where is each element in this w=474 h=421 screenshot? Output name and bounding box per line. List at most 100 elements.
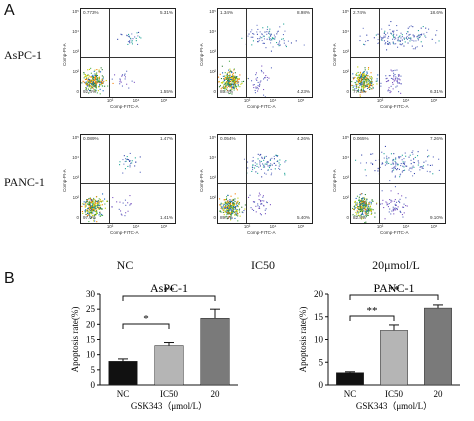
event-dot [234,213,236,215]
event-dot [361,90,363,92]
event-dot [230,211,232,213]
event-dot [266,201,268,203]
event-dot [226,203,228,205]
event-dot [220,82,222,84]
event-dot [414,48,416,50]
event-dot [405,165,407,167]
flow-y-tick: 10⁵ [72,9,79,14]
event-dot [364,75,366,77]
event-dot [366,85,368,87]
event-dot [401,159,403,161]
event-dot [355,83,357,85]
event-dot [364,204,366,206]
event-dot [101,82,103,84]
event-dot [364,201,366,203]
event-dot [224,76,226,78]
event-dot [362,72,364,74]
event-dot [221,206,223,208]
event-dot [390,190,392,192]
event-dot [226,203,228,205]
significance-bracket [122,323,170,329]
y-tick-label: 10 [86,350,96,360]
event-dot [83,203,85,205]
event-dot [268,38,270,40]
event-dot [279,168,281,170]
event-dot [260,153,262,155]
event-dot [82,212,84,214]
event-dot [359,200,361,202]
event-dot [89,80,91,82]
event-dot [232,79,234,81]
event-dot [87,210,89,212]
event-dot [91,201,93,203]
event-dot [376,203,378,205]
event-dot [399,40,401,42]
event-dot [369,83,371,85]
event-dot [92,74,94,76]
event-dot [86,209,88,211]
event-dot [95,85,97,87]
bar [424,307,452,386]
event-dot [102,193,104,195]
event-dot [98,205,100,207]
event-dot [226,201,228,203]
event-dot [93,83,95,85]
event-dot [233,78,235,80]
event-dot [395,76,397,78]
event-dot [264,156,266,158]
event-dot [263,164,265,166]
event-dot [357,211,359,213]
event-dot [365,215,367,217]
event-dot [361,213,363,215]
event-dot [92,209,94,211]
event-dot [398,75,400,77]
event-dot [356,86,358,88]
event-dot [237,78,239,80]
event-dot [357,81,359,83]
event-dot [263,78,265,80]
event-dot [227,207,229,209]
event-dot [285,44,287,46]
event-dot [93,207,95,209]
event-dot [285,160,287,162]
event-dot [255,72,257,74]
event-dot [93,88,95,90]
event-dot [229,201,231,203]
event-dot [354,88,356,90]
event-dot [360,214,362,216]
event-dot [94,209,96,211]
event-dot [354,200,356,202]
event-dot [394,163,396,165]
event-dot [219,85,221,87]
event-dot [395,43,397,45]
event-dot [227,80,229,82]
event-dot [425,160,427,162]
event-dot [359,83,361,85]
event-dot [101,204,103,206]
event-dot [384,30,386,32]
event-dot [93,80,95,82]
event-dot [229,73,231,75]
event-dot [99,207,101,209]
event-dot [387,37,389,39]
y-axis-title: Apoptosis rate(%) [298,307,308,373]
event-dot [377,167,379,169]
event-dot [232,208,234,210]
event-dot [266,161,268,163]
event-dot [267,169,269,171]
event-dot [401,39,403,41]
event-dot [89,80,91,82]
event-dot [362,83,364,85]
event-dot [431,38,433,40]
event-dot [94,199,96,201]
quadrant-q2-label: 18.6% [429,10,443,15]
event-dot [101,208,103,210]
event-dot [93,205,95,207]
event-dot [386,204,388,206]
event-dot [222,205,224,207]
event-dot [365,212,367,214]
y-tick-label: 30 [86,289,96,299]
event-dot [403,38,405,40]
event-dot [261,33,263,35]
event-dot [237,79,239,81]
